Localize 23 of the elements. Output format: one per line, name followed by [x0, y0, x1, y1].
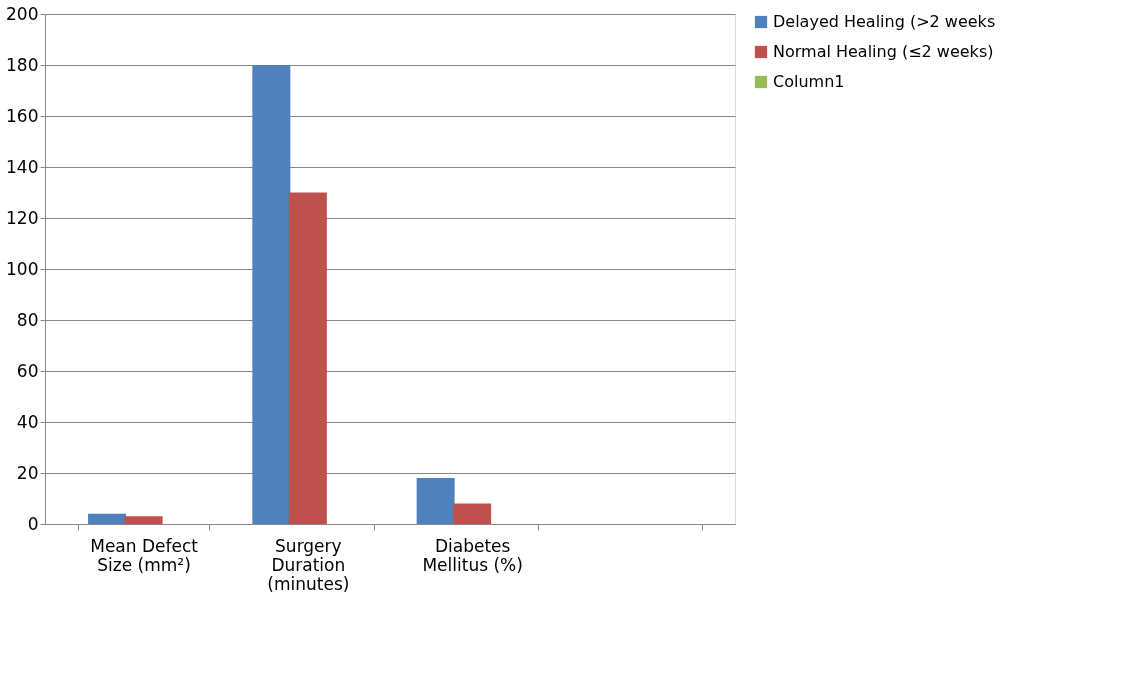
y-tick-label: 20 [16, 462, 39, 483]
y-tick-label: 140 [6, 156, 39, 177]
bar [453, 503, 492, 524]
bar [252, 65, 291, 524]
y-tick-label: 180 [6, 54, 39, 75]
y-tick-label: 40 [16, 411, 39, 432]
x-tick-label: Surgery Duration (minutes) [267, 535, 350, 594]
x-tick-label: Diabetes Mellitus (%) [422, 535, 523, 575]
bar [288, 192, 327, 524]
y-tick-label: 100 [6, 258, 39, 279]
y-tick-label: 120 [6, 207, 39, 228]
bar [124, 516, 163, 524]
x-tick-label: Mean Defect Size (mm²) [90, 535, 199, 575]
y-tick-label: 160 [6, 105, 39, 126]
y-tick-label: 200 [6, 3, 39, 24]
legend-label: Column1 [773, 72, 845, 91]
legend-label: Delayed Healing (>2 weeks [773, 12, 996, 31]
y-tick-label: 80 [16, 309, 39, 330]
y-tick-label: 0 [27, 513, 39, 534]
bar [88, 513, 127, 524]
y-tick-label: 60 [16, 360, 39, 381]
legend-label: Normal Healing (≤2 weeks) [773, 42, 994, 61]
bar [416, 478, 455, 524]
